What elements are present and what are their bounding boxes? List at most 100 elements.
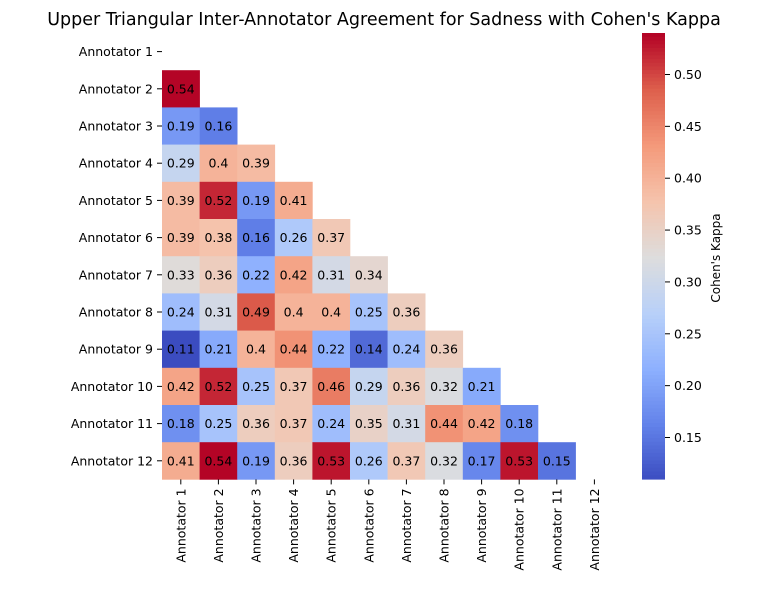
colorbar-segment — [642, 203, 665, 209]
colorbar-segment — [642, 144, 665, 149]
colorbar-segment — [642, 241, 665, 246]
colorbar-segment — [642, 59, 665, 64]
colorbar-segment — [642, 293, 665, 298]
colorbar-segment — [642, 107, 665, 112]
cell-value-label: 0.46 — [317, 379, 345, 394]
heatmap-cell — [312, 219, 351, 257]
row-label: Annotator 10 — [71, 379, 153, 394]
row-label: Annotator 11 — [71, 416, 153, 431]
heatmap-cell — [350, 293, 388, 331]
colorbar-segment — [642, 51, 665, 56]
row-label: Annotator 6 — [79, 230, 153, 245]
heatmap-cell — [237, 219, 276, 257]
heatmap-cell — [199, 107, 238, 145]
heatmap-cell — [162, 107, 200, 145]
heatmap-cell — [312, 442, 351, 480]
colorbar-segment — [642, 155, 665, 160]
colorbar-segment — [642, 471, 665, 476]
colorbar-segment — [642, 345, 665, 350]
cell-value-label: 0.33 — [167, 267, 195, 282]
cell-value-label: 0.36 — [204, 267, 232, 282]
cell-value-label: 0.21 — [468, 379, 496, 394]
cell-value-label: 0.14 — [355, 342, 383, 357]
heatmap-cell — [237, 293, 276, 331]
heatmap-cell — [237, 330, 276, 369]
colorbar-segment — [642, 256, 665, 261]
heatmap-cell — [237, 181, 276, 220]
row-labels: Annotator 1 Annotator 2 Annotator 3 Annotat… — [71, 44, 162, 468]
heatmap-cell — [162, 219, 200, 257]
cell-value-label: 0.25 — [242, 379, 270, 394]
cell-value-label: 0.44 — [280, 342, 308, 357]
colorbar-segment — [642, 185, 665, 190]
colorbar-segment — [642, 426, 665, 432]
cell-value-label: 0.24 — [392, 342, 420, 357]
heatmap-cell — [274, 405, 313, 443]
column-labels: Annotator 1 Annotator 2 Annotator 3 Annotat… — [173, 479, 602, 571]
cell-value-label: 0.52 — [204, 193, 232, 208]
heatmap-cell — [199, 330, 238, 369]
heatmap-cell — [237, 256, 276, 294]
colorbar-segment — [642, 99, 665, 105]
cell-value-label: 0.37 — [392, 453, 420, 468]
colorbar-tick-label: 0.20 — [674, 378, 702, 393]
colorbar-segment — [642, 226, 665, 231]
cell-value-label: 0.36 — [430, 342, 458, 357]
colorbar-segment — [642, 270, 665, 276]
cell-value-label: 0.15 — [543, 453, 571, 468]
colorbar-segment — [642, 192, 665, 198]
cell-value-label: 0.26 — [355, 453, 383, 468]
cell-value-label: 0.24 — [167, 305, 195, 320]
colorbar-segment — [642, 304, 665, 309]
cell-value-label: 0.25 — [355, 305, 383, 320]
cell-value-label: 0.52 — [204, 379, 232, 394]
colorbar-segment — [642, 114, 665, 120]
cell-value-label: 0.11 — [167, 342, 195, 357]
cell-value-label: 0.19 — [242, 193, 270, 208]
colorbar-segment — [642, 445, 665, 450]
cell-value-label: 0.4 — [208, 156, 228, 171]
colorbar-segment — [642, 181, 665, 186]
heatmap-cell — [162, 293, 200, 331]
heatmap-cell — [425, 367, 464, 406]
colorbar-segment — [642, 308, 665, 313]
cell-value-label: 0.49 — [242, 305, 270, 320]
colorbar-segment — [642, 460, 665, 465]
colorbar-segment — [642, 423, 665, 428]
cell-value-label: 0.32 — [430, 453, 458, 468]
heatmap-cell — [162, 405, 200, 443]
heatmap-cell — [162, 256, 200, 294]
colorbar-tick-label: 0.35 — [674, 223, 702, 238]
cell-value-label: 0.34 — [355, 267, 383, 282]
column-label: Annotator 8 — [437, 488, 452, 562]
column-label: Annotator 6 — [361, 488, 376, 562]
cell-value-label: 0.41 — [280, 193, 308, 208]
column-label: Annotator 10 — [512, 488, 527, 570]
heatmap-cell — [500, 442, 539, 480]
colorbar-segment — [642, 378, 665, 383]
cell-value-label: 0.31 — [204, 305, 232, 320]
cell-value-label: 0.16 — [242, 230, 270, 245]
heatmap-cell — [274, 293, 313, 331]
colorbar-segment — [642, 70, 665, 75]
row-label: Annotator 1 — [79, 44, 153, 59]
heatmap-cell — [387, 405, 426, 443]
colorbar-segment — [642, 81, 665, 86]
cell-value-label: 0.35 — [355, 416, 383, 431]
colorbar-segment — [642, 229, 665, 235]
colorbar-segment — [642, 88, 665, 94]
cell-value-label: 0.36 — [242, 416, 270, 431]
heatmap-cell — [237, 144, 276, 183]
heatmap-cell — [350, 405, 388, 443]
cell-value-label: 0.22 — [242, 267, 270, 282]
colorbar-segment — [642, 352, 665, 357]
row-label: Annotator 7 — [79, 267, 153, 282]
colorbar-segment — [642, 85, 665, 90]
heatmap-cell — [274, 367, 313, 406]
heatmap-cell — [162, 330, 200, 369]
colorbar-segment — [642, 419, 665, 424]
heatmap-cells: 0.54 0.19 0.16 0.29 0.4 0.39 0.39 0.52 0.19 0.41 0… — [162, 70, 576, 480]
heatmap-cell — [462, 405, 501, 443]
colorbar-segment — [642, 137, 665, 142]
